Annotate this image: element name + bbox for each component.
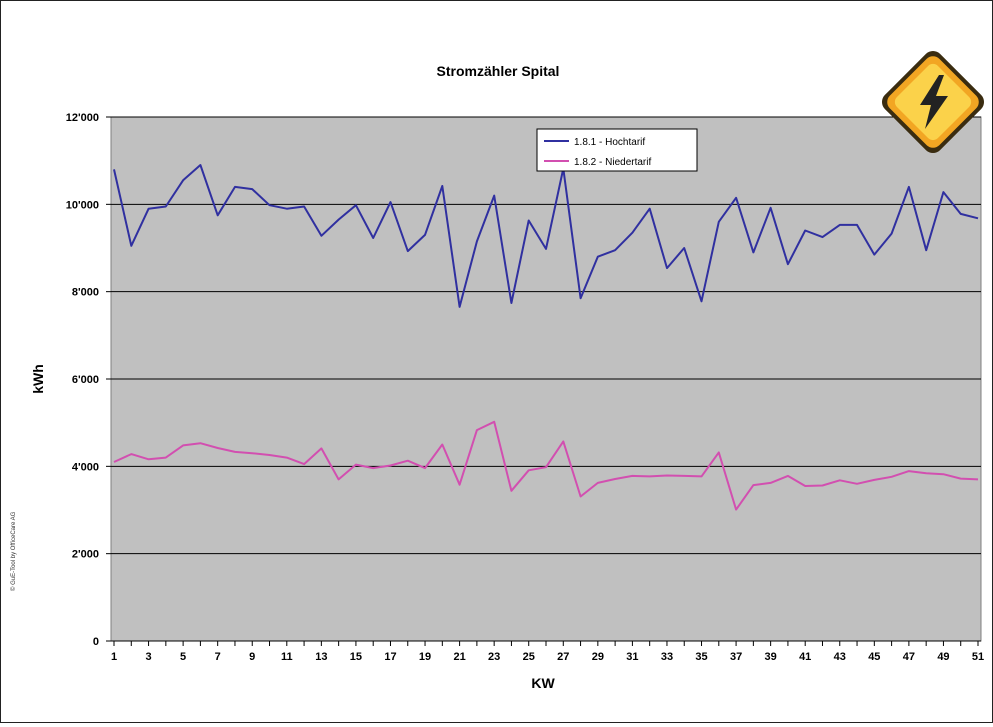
x-tick-label: 9 (249, 651, 255, 663)
x-tick-label: 37 (730, 651, 742, 663)
x-tick-label: 1 (111, 651, 117, 663)
high-voltage-warning-icon (881, 50, 985, 154)
credit-text: © GuE-Tool by OfficeCare AG (10, 511, 17, 591)
x-tick-label: 39 (765, 651, 777, 663)
x-tick-label: 25 (523, 651, 535, 663)
y-axis-label: kWh (30, 364, 46, 394)
x-tick-label: 45 (868, 651, 880, 663)
x-tick-label: 51 (972, 651, 984, 663)
x-tick-label: 21 (453, 651, 465, 663)
series-line-hochtarif (113, 164, 979, 308)
x-tick-label: 33 (661, 651, 673, 663)
x-tick-label: 3 (145, 651, 151, 663)
x-tick-label: 43 (834, 651, 846, 663)
series-line-niedertarif (113, 420, 979, 511)
y-tick-label: 4'000 (72, 461, 99, 473)
x-tick-label: 29 (592, 651, 604, 663)
x-axis-ticks: 1 3 5 7 9 11 13 15 17 19 21 23 25 27 29 31 33 35 37 39 41 43 4… (111, 640, 984, 663)
x-tick-label: 7 (215, 651, 221, 663)
y-axis-ticks: 0 2'000 4'000 6'000 8'000 10'000 12'000 (66, 112, 111, 648)
y-tick-label: 12'000 (66, 112, 99, 124)
y-tick-label: 2'000 (72, 549, 99, 561)
y-tick-label: 6'000 (72, 374, 99, 386)
x-tick-label: 47 (903, 651, 915, 663)
x-axis-label: KW (531, 675, 555, 691)
grid-lines (111, 116, 981, 555)
x-tick-label: 49 (937, 651, 949, 663)
x-tick-label: 23 (488, 651, 500, 663)
y-tick-label: 10'000 (66, 199, 99, 211)
y-tick-label: 8'000 (72, 287, 99, 299)
chart-title: Stromzähler Spital (437, 63, 560, 79)
x-tick-label: 17 (384, 651, 396, 663)
x-tick-label: 5 (180, 651, 186, 663)
x-tick-label: 19 (419, 651, 431, 663)
legend-label-niedertarif: 1.8.2 - Niedertarif (574, 157, 651, 168)
legend-box (536, 128, 698, 172)
chart-legend: 1.8.1 - Hochtarif 1.8.2 - Niedertarif (536, 128, 698, 172)
y-tick-label: 0 (93, 636, 99, 648)
x-tick-label: 35 (695, 651, 707, 663)
x-tick-label: 15 (350, 651, 362, 663)
x-tick-label: 31 (626, 651, 638, 663)
x-tick-label: 13 (315, 651, 327, 663)
x-tick-label: 41 (799, 651, 811, 663)
x-tick-label: 27 (557, 651, 569, 663)
x-tick-label: 11 (281, 651, 293, 663)
series-lines (113, 164, 979, 511)
legend-label-hochtarif: 1.8.1 - Hochtarif (574, 137, 645, 148)
